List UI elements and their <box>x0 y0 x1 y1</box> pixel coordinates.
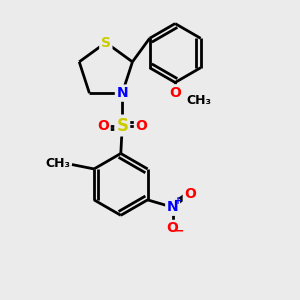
Text: CH₃: CH₃ <box>46 157 70 169</box>
Text: N: N <box>116 86 128 100</box>
Text: N: N <box>167 200 178 214</box>
Text: O: O <box>136 118 147 133</box>
Text: O: O <box>97 118 109 133</box>
Text: +: + <box>174 196 182 206</box>
Text: S: S <box>116 116 128 134</box>
Text: CH₃: CH₃ <box>186 94 211 107</box>
Text: S: S <box>101 35 111 50</box>
Text: O: O <box>184 187 196 201</box>
Text: O: O <box>169 86 181 100</box>
Text: O: O <box>167 221 178 236</box>
Text: −: − <box>174 224 184 237</box>
